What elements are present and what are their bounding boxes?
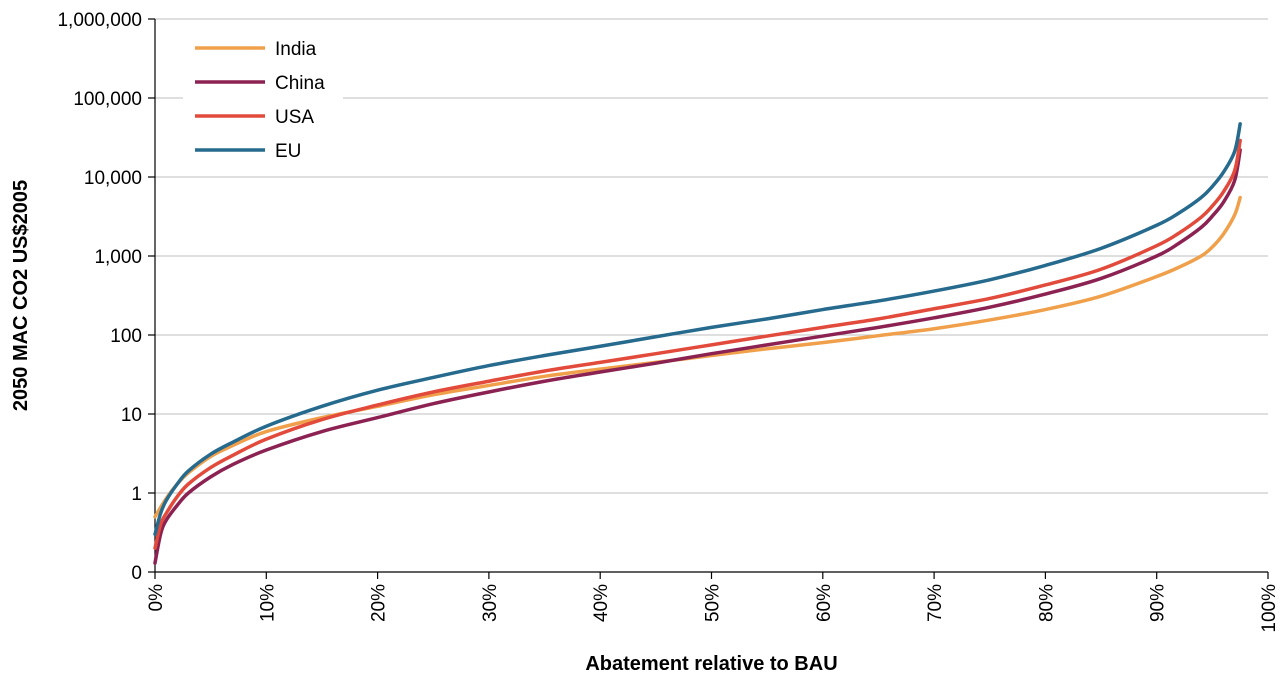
series-line-usa bbox=[153, 138, 1242, 550]
x-tick-label: 20% bbox=[369, 584, 390, 622]
x-tick-label: 0% bbox=[146, 584, 167, 612]
series-lines bbox=[153, 122, 1242, 565]
legend-label-eu: EU bbox=[275, 141, 301, 162]
x-tick-label: 30% bbox=[480, 584, 501, 622]
x-tick-label: 70% bbox=[925, 584, 946, 622]
y-tick-label: 0 bbox=[131, 563, 142, 584]
x-tick-label: 60% bbox=[814, 584, 835, 622]
y-tick-label: 100,000 bbox=[73, 89, 142, 110]
x-tick-label: 100% bbox=[1259, 584, 1280, 633]
y-tick-label: 100 bbox=[110, 326, 142, 347]
x-tick-label: 50% bbox=[703, 584, 724, 622]
x-tick-label: 40% bbox=[591, 584, 612, 622]
x-tick-label: 10% bbox=[257, 584, 278, 622]
x-tick-label: 80% bbox=[1036, 584, 1057, 622]
legend-label-india: India bbox=[275, 39, 317, 60]
x-tick-labels: 0% 10% 20% 30% 40% 50% 60% 70% 80% 90% 100% bbox=[146, 584, 1280, 633]
y-tick-label: 1,000,000 bbox=[57, 10, 142, 31]
series-line-china bbox=[153, 148, 1242, 565]
y-tick-label: 10,000 bbox=[84, 168, 142, 189]
y-tick-label: 1 bbox=[131, 484, 142, 505]
legend-label-china: China bbox=[275, 73, 325, 94]
y-tick-label: 1,000 bbox=[94, 247, 142, 268]
y-axis-title: 2050 MAC CO2 US$2005 bbox=[10, 180, 32, 411]
x-axis-title: Abatement relative to BAU bbox=[585, 653, 837, 675]
series-line-india bbox=[153, 195, 1242, 519]
series-line-eu bbox=[153, 122, 1242, 537]
y-tick-labels: 0 1 10 100 1,000 10,000 100,000 1,000,000 bbox=[57, 10, 142, 584]
x-tick-label: 90% bbox=[1148, 584, 1169, 622]
y-tick-label: 10 bbox=[121, 405, 142, 426]
axes bbox=[148, 18, 1269, 579]
legend: India China USA EU bbox=[183, 26, 343, 174]
legend-label-usa: USA bbox=[275, 107, 314, 128]
